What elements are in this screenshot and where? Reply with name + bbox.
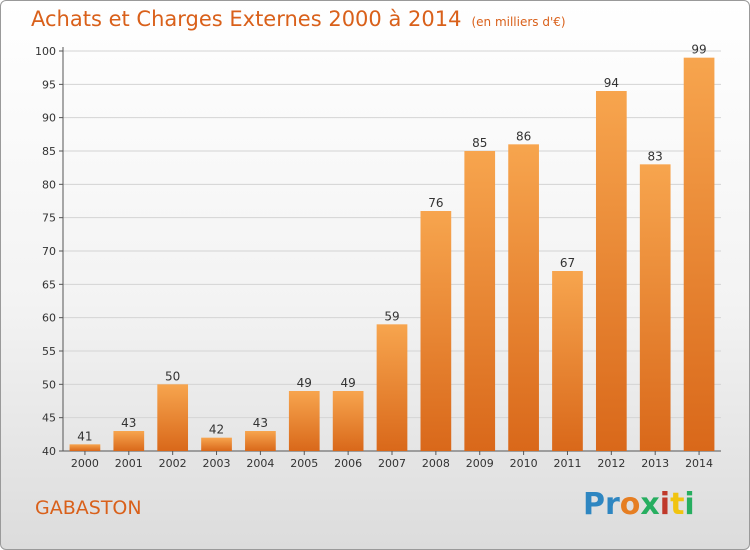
x-tick-label: 2013	[641, 457, 669, 470]
bar	[69, 444, 101, 451]
data-label: 41	[77, 429, 92, 443]
y-tick-label: 80	[42, 178, 56, 191]
data-label: 86	[516, 129, 531, 143]
chart-subtitle: (en milliers d'€)	[471, 15, 566, 29]
label-layer: 41 43 50 42 43 49 49 59 76 85 86 67 94 83 99	[77, 43, 706, 444]
bar	[113, 431, 145, 451]
bar	[288, 391, 320, 451]
bar	[595, 91, 627, 451]
x-tick-label: 2010	[510, 457, 538, 470]
bar	[420, 211, 452, 451]
y-tick-label: 95	[42, 78, 56, 91]
x-tick-label: 2008	[422, 457, 450, 470]
x-tick-label: 2006	[334, 457, 362, 470]
brand-letter: i	[684, 487, 695, 522]
data-label: 94	[604, 76, 619, 90]
x-tick-label: 2001	[115, 457, 143, 470]
data-label: 59	[384, 309, 399, 323]
commune-name: GABASTON	[35, 497, 142, 519]
bar	[683, 57, 715, 452]
brand-letter: P	[583, 487, 605, 522]
data-label: 83	[648, 149, 663, 163]
y-tick-label: 45	[42, 412, 56, 425]
bar	[376, 324, 408, 451]
bar	[245, 431, 276, 451]
brand-letter: r	[605, 487, 620, 522]
y-tick-label: 100	[35, 45, 56, 58]
data-label: 49	[297, 376, 312, 390]
axis-layer: 40 45 50 55 60 65 70 75 80 85 90 95 100 2000 2001 2002 2…	[35, 45, 721, 470]
y-tick-label: 85	[42, 145, 56, 158]
x-tick-label: 2009	[466, 457, 494, 470]
brand-letter: x	[640, 487, 660, 522]
chart-title: Achats et Charges Externes 2000 à 2014 (e…	[31, 7, 566, 31]
y-tick-label: 70	[42, 245, 56, 258]
chart-title-text: Achats et Charges Externes 2000 à 2014	[31, 7, 462, 31]
bar	[201, 437, 232, 451]
bar	[508, 144, 539, 452]
x-tick-label: 2012	[597, 457, 625, 470]
brand-letter: t	[670, 487, 685, 522]
brand-letter: i	[659, 487, 671, 522]
data-label: 50	[165, 369, 180, 383]
data-label: 85	[472, 136, 487, 150]
y-tick-label: 55	[42, 345, 56, 358]
x-tick-label: 2011	[553, 457, 581, 470]
proxiti-logo: Proxiti	[583, 487, 695, 522]
data-label: 42	[209, 423, 224, 437]
x-tick-label: 2005	[290, 457, 318, 470]
data-label: 43	[121, 416, 136, 430]
y-tick-label: 90	[42, 112, 56, 125]
y-tick-label: 75	[42, 212, 56, 225]
data-label: 99	[691, 43, 706, 57]
x-tick-label: 2014	[685, 457, 713, 470]
y-tick-label: 50	[42, 378, 56, 391]
y-tick-label: 60	[42, 312, 56, 325]
x-tick-label: 2002	[159, 457, 187, 470]
x-tick-label: 2007	[378, 457, 406, 470]
bar	[332, 391, 364, 451]
data-label: 67	[560, 256, 575, 270]
y-tick-label: 40	[42, 445, 56, 458]
x-tick-label: 2000	[71, 457, 99, 470]
bar	[157, 384, 189, 451]
bar-layer	[69, 57, 715, 452]
data-label: 76	[428, 196, 443, 210]
x-tick-label: 2003	[203, 457, 231, 470]
brand-letter: o	[619, 487, 641, 522]
y-tick-label: 65	[42, 278, 56, 291]
bar	[464, 151, 496, 451]
bar	[639, 164, 671, 452]
data-label: 49	[340, 376, 355, 390]
bar	[552, 271, 583, 451]
x-tick-label: 2004	[246, 457, 274, 470]
data-label: 43	[253, 416, 268, 430]
